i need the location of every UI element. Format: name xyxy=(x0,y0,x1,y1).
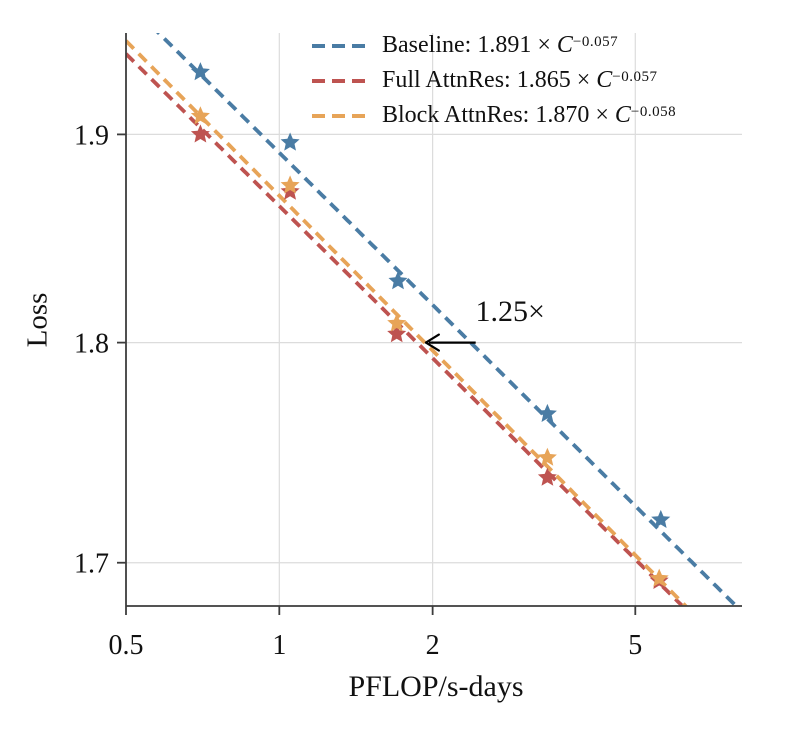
data-point-block-attnres xyxy=(280,175,300,194)
data-point-block-attnres xyxy=(649,568,669,587)
data-point-full-attnres xyxy=(280,181,300,200)
y-tick-label: 1.8 xyxy=(74,329,109,360)
legend-dash-sample-full-attnres xyxy=(312,78,368,83)
legend-label-full-attnres: Full AttnRes: 1.865 × C−0.057 xyxy=(382,67,658,93)
y-tick-label: 1.7 xyxy=(74,549,109,580)
data-point-full-attnres xyxy=(387,324,407,343)
data-point-baseline xyxy=(651,509,671,528)
x-tick-label: 1 xyxy=(272,630,286,661)
data-point-baseline xyxy=(190,62,210,81)
legend-dash-sample-baseline xyxy=(312,43,368,48)
y-axis-label: Loss xyxy=(21,292,54,348)
fit-line-baseline xyxy=(156,33,739,606)
x-tick-label: 5 xyxy=(628,630,642,661)
data-point-block-attnres xyxy=(190,106,210,125)
data-point-block-attnres xyxy=(387,313,407,332)
annotation-arrow-head xyxy=(424,333,440,352)
legend-dash-sample-block-attnres xyxy=(312,113,368,118)
x-tick-label: 2 xyxy=(426,630,440,661)
fit-line-block-attnres xyxy=(126,39,689,606)
data-point-baseline xyxy=(537,403,557,422)
legend-item-baseline: Baseline: 1.891 × C−0.057 xyxy=(312,28,676,63)
data-point-full-attnres xyxy=(537,467,557,486)
data-point-baseline xyxy=(280,132,300,151)
x-axis-label: PFLOP/s-days xyxy=(348,670,524,703)
compute-ratio-annotation: 1.25× xyxy=(475,294,545,328)
data-point-baseline xyxy=(388,271,408,290)
data-point-block-attnres xyxy=(537,447,557,466)
data-point-full-attnres xyxy=(190,124,210,143)
x-tick-label: 0.5 xyxy=(109,630,144,661)
legend: Baseline: 1.891 × C−0.057 Full AttnRes: … xyxy=(312,28,676,133)
fit-line-full-attnres xyxy=(126,52,686,606)
legend-item-full-attnres: Full AttnRes: 1.865 × C−0.057 xyxy=(312,63,676,98)
legend-label-baseline: Baseline: 1.891 × C−0.057 xyxy=(382,32,619,58)
legend-item-block-attnres: Block AttnRes: 1.870 × C−0.058 xyxy=(312,98,676,133)
y-tick-label: 1.9 xyxy=(74,120,109,151)
legend-label-block-attnres: Block AttnRes: 1.870 × C−0.058 xyxy=(382,102,677,128)
